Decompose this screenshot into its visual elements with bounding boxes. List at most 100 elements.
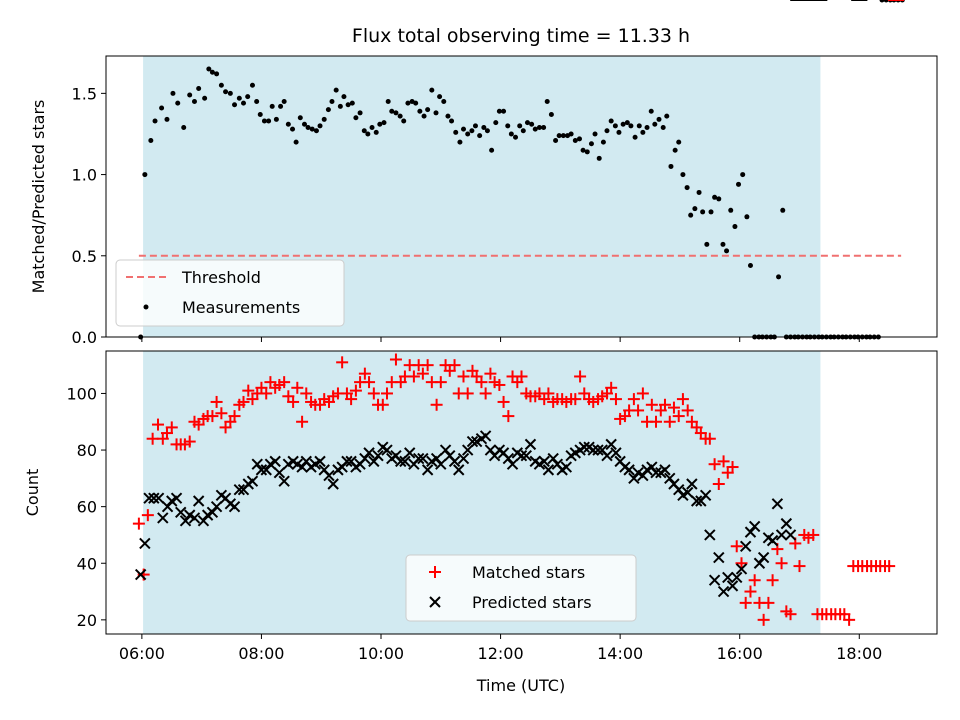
matched-star-point <box>681 404 694 417</box>
matched-star-point <box>735 557 748 570</box>
predicted-star-stroke <box>713 551 725 564</box>
measurement-point <box>724 248 730 254</box>
matched-star-point <box>141 509 154 522</box>
predicted-star-stroke <box>610 447 622 459</box>
measurement-point <box>624 120 630 126</box>
predicted-star-stroke <box>757 551 770 564</box>
measurement-point <box>417 108 423 114</box>
top-y-tick-label: 1.5 <box>72 84 97 103</box>
matched-star-point <box>807 528 820 541</box>
measurement-point <box>576 136 582 142</box>
measurement-point <box>170 90 176 96</box>
matched-star-point <box>493 378 506 391</box>
matched-star-point <box>676 393 689 406</box>
predicted-star-stroke <box>722 571 734 584</box>
measurement-point <box>648 108 654 114</box>
predicted-star-point <box>484 444 497 456</box>
predicted-star-stroke <box>461 444 474 456</box>
matched-star-point <box>146 432 159 445</box>
x-tick-label: 12:00 <box>478 644 524 663</box>
predicted-star-point <box>327 478 339 490</box>
predicted-star-stroke <box>179 515 192 527</box>
predicted-star-stroke <box>560 461 573 473</box>
predicted-star-point <box>206 506 219 519</box>
legend-threshold-label: Threshold <box>181 268 261 287</box>
measurement-point <box>560 133 566 139</box>
bottom-axis-ticks: 20 40 60 80 100 06:00 08:00 10:00 12:00 14:00 16:0… <box>66 384 882 663</box>
measurement-point <box>632 134 638 140</box>
matched-star-point <box>434 376 447 389</box>
matched-star-point <box>416 367 429 380</box>
predicted-star-point <box>650 466 662 479</box>
predicted-star-stroke <box>731 571 743 584</box>
bottom-legend: Matched stars Predicted stars <box>405 554 637 622</box>
measurement-point <box>477 133 483 139</box>
predicted-star-stroke <box>601 450 613 462</box>
matched-star-point <box>658 398 671 411</box>
predicted-star-point <box>592 444 604 456</box>
predicted-star-point <box>538 455 550 468</box>
predicted-star-stroke <box>771 498 784 510</box>
predicted-star-stroke <box>148 492 160 504</box>
predicted-star-point <box>381 444 393 456</box>
measurement-point <box>325 107 331 113</box>
predicted-star-point <box>461 444 474 456</box>
measurement-point <box>273 116 279 122</box>
measurement-point <box>175 100 181 106</box>
predicted-star-stroke <box>435 458 447 470</box>
predicted-star-point <box>395 455 407 468</box>
predicted-star-point <box>246 475 259 487</box>
measurement-point <box>532 126 538 132</box>
predicted-star-stroke <box>341 455 353 468</box>
predicted-star-stroke <box>188 512 201 524</box>
measurement-point <box>425 107 431 113</box>
x-tick-label: 16:00 <box>717 644 763 663</box>
measurement-point <box>305 124 311 130</box>
matched-stars-points <box>132 0 905 626</box>
measurement-point <box>164 116 170 122</box>
matched-star-point <box>165 421 178 434</box>
predicted-star-point <box>664 472 676 485</box>
measurement-point <box>373 129 379 135</box>
measurement-point <box>290 126 296 132</box>
matched-star-point <box>278 376 291 389</box>
measurement-point <box>481 124 487 130</box>
measurement-point <box>505 123 511 129</box>
measurement-point <box>744 214 750 220</box>
measurement-point <box>580 147 586 153</box>
predicted-star-point <box>739 540 752 552</box>
matched-star-point <box>358 367 371 380</box>
predicted-star-stroke <box>780 517 793 530</box>
measurement-point <box>572 137 578 143</box>
measurement-point <box>257 111 263 117</box>
predicted-star-stroke <box>323 469 335 482</box>
predicted-star-stroke <box>197 515 210 527</box>
measurement-point <box>461 126 467 132</box>
predicted-star-stroke <box>430 452 443 465</box>
measurement-point <box>740 172 746 178</box>
predicted-star-stroke <box>744 526 757 538</box>
predicted-star-point <box>161 500 174 513</box>
measurement-point <box>337 103 343 109</box>
predicted-star-stroke <box>739 540 752 552</box>
x-axis-label: Time (UTC) <box>476 676 565 695</box>
predicted-star-stroke <box>578 441 590 453</box>
legend-measurement-label: Measurements <box>182 298 300 317</box>
measurement-point <box>548 111 554 117</box>
predicted-star-stroke <box>421 464 434 476</box>
predicted-star-point <box>637 469 649 482</box>
predicted-star-point <box>578 441 590 453</box>
measurement-point <box>269 103 275 109</box>
predicted-star-stroke <box>139 537 151 550</box>
predicted-star-point <box>681 486 694 499</box>
measurement-point <box>644 124 650 130</box>
predicted-star-stroke <box>753 557 766 569</box>
top-y-tick-label: 0.0 <box>72 328 97 347</box>
predicted-star-point <box>708 574 721 586</box>
count-panel: 20 40 60 80 100 06:00 08:00 10:00 12:00 14:00 16:0… <box>23 0 938 695</box>
matched-star-point <box>287 395 300 408</box>
predicted-star-stroke <box>659 464 671 476</box>
matched-star-point <box>210 395 223 408</box>
matched-star-point <box>515 370 528 383</box>
predicted-star-point <box>780 517 793 530</box>
